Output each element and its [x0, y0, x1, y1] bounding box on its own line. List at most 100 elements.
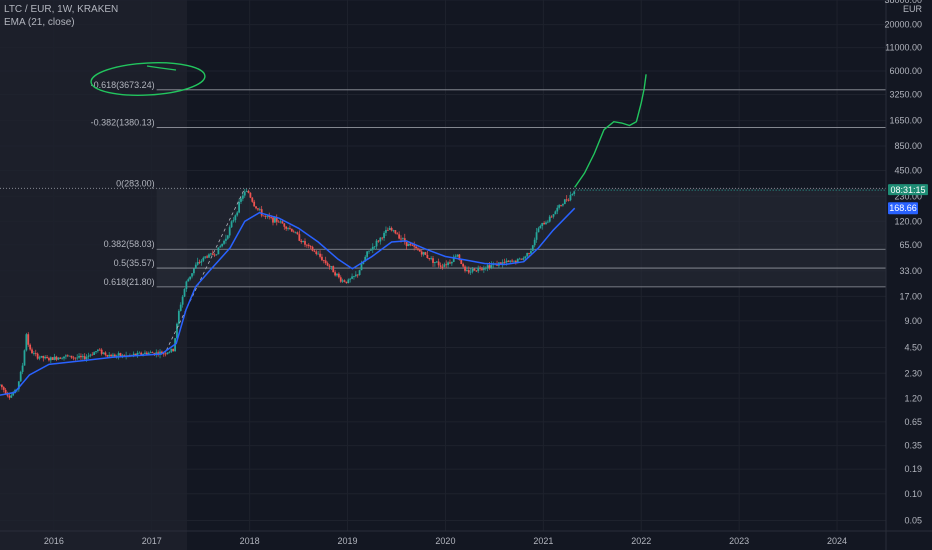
candle-body	[179, 304, 182, 311]
candle-body	[151, 352, 154, 354]
candle-body	[285, 226, 288, 229]
candle-body	[38, 357, 41, 359]
candle-body	[253, 201, 256, 207]
price-tick-label: 2.30	[904, 368, 922, 378]
candle-body	[4, 389, 7, 394]
candle-body	[354, 274, 357, 277]
candle-body	[539, 225, 542, 229]
candle-body	[59, 357, 62, 359]
candle-body	[213, 254, 216, 256]
candle-body	[223, 240, 225, 244]
candle-body	[330, 266, 333, 267]
candle-body	[296, 232, 299, 235]
candle-body	[281, 221, 284, 224]
price-tick-label: 3250.00	[889, 90, 922, 100]
currency-label: EUR	[903, 4, 923, 14]
candle-body	[499, 262, 502, 265]
candle-body	[328, 265, 331, 267]
candle-body	[51, 357, 54, 360]
candle-body	[360, 263, 363, 271]
fib-level-label: 0.382(58.03)	[104, 239, 155, 249]
candle-body	[170, 348, 173, 352]
candle-body	[102, 352, 105, 354]
candle-body	[100, 349, 103, 354]
candle-body	[449, 262, 451, 264]
candle-body	[481, 268, 483, 270]
candle-body	[140, 352, 143, 355]
candle-body	[166, 352, 169, 355]
fib-levels[interactable]: -0.618(3673.24) -0.382(1380.13) 0(283.00) 0…	[0, 80, 886, 288]
candle-body	[456, 254, 459, 257]
time-tick-label: 2024	[827, 536, 847, 546]
candle-body	[95, 351, 97, 353]
candle-body	[162, 353, 165, 355]
candle-body	[356, 274, 359, 276]
candle-body	[49, 357, 52, 361]
candle-body	[573, 191, 576, 194]
candle-body	[486, 265, 489, 268]
candle-body	[217, 247, 220, 255]
candle-body	[46, 356, 48, 359]
candle-body	[232, 220, 235, 222]
candle-body	[388, 227, 391, 230]
candle-body	[225, 238, 227, 241]
candle-body	[407, 243, 410, 247]
candle-body	[477, 267, 480, 272]
time-axis[interactable]: 2016 2017 2018 2019 2020 2021 2022 2023 2024	[44, 536, 847, 546]
candle-body	[462, 263, 465, 267]
candle-body	[567, 200, 570, 201]
candle-body	[541, 222, 544, 226]
price-tick-label: 65.00	[899, 240, 922, 250]
candle-body	[255, 206, 257, 209]
candle-body	[420, 251, 423, 255]
candle-body	[132, 353, 135, 356]
candle-body	[511, 260, 513, 262]
candle-body	[458, 254, 461, 260]
fib-level-label: 0.5(35.57)	[114, 258, 155, 268]
price-tick-label: 450.00	[894, 166, 922, 176]
candle-body	[337, 273, 340, 278]
candle-body	[112, 354, 114, 357]
candle-body	[98, 349, 101, 351]
circled-fib-annotation[interactable]	[90, 60, 206, 98]
candle-body	[115, 355, 118, 357]
candle-body	[81, 356, 84, 358]
candle-body	[275, 217, 278, 222]
candle-body	[243, 191, 246, 196]
candle-body	[535, 232, 538, 240]
candle-body	[349, 278, 352, 280]
time-tick-label: 2018	[240, 536, 260, 546]
candle-body	[430, 258, 433, 260]
candle-body	[202, 257, 205, 261]
candle-body	[371, 246, 374, 250]
time-tick-label: 2020	[435, 536, 455, 546]
candle-body	[29, 344, 32, 350]
candle-body	[571, 193, 574, 195]
candle-body	[34, 353, 37, 354]
candle-body	[441, 266, 444, 268]
price-axis[interactable]: 38000.00 20000.00 11000.00 6000.00 3250.00 16…	[884, 0, 922, 525]
candle-body	[68, 355, 71, 357]
projection-drawing[interactable]	[574, 74, 647, 188]
candle-body	[345, 281, 348, 284]
candle-body	[134, 353, 137, 356]
candle-body	[313, 250, 316, 252]
candle-body	[300, 240, 303, 242]
candle-body	[560, 205, 562, 206]
candle-body	[524, 256, 527, 259]
candle-body	[191, 273, 193, 277]
highlight-region-left	[0, 0, 187, 550]
candle-body	[565, 199, 568, 201]
candle-body	[403, 238, 406, 243]
candle-body	[516, 258, 519, 263]
candle-body	[234, 215, 237, 221]
candle-body	[104, 352, 107, 355]
candle-body	[543, 222, 546, 225]
candle-body	[83, 356, 86, 360]
fib-level-label: 0(283.00)	[116, 178, 155, 188]
candle-body	[0, 384, 3, 388]
candle-body	[249, 192, 252, 198]
candle-body	[19, 371, 22, 382]
candle-body	[181, 296, 184, 305]
